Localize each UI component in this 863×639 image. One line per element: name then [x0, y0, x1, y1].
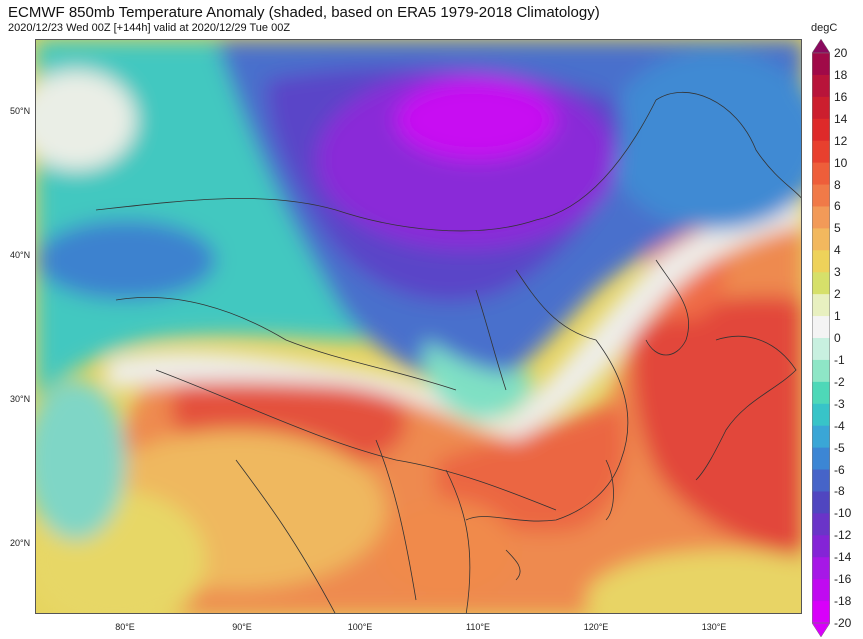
border-line [95, 99, 657, 232]
colorbar-tick-label: 1 [834, 309, 841, 324]
colorbar-tick-label: -3 [834, 396, 845, 411]
border-line [655, 91, 801, 199]
colorbar-step [812, 140, 830, 164]
colorbar-step [812, 557, 830, 580]
colorbar-step [812, 535, 830, 558]
map-subtitle: 2020/12/23 Wed 00Z [+144h] valid at 2020… [8, 22, 291, 34]
coastline [695, 336, 797, 481]
lon-label-110e: 110°E [466, 622, 490, 632]
neutral-band [106, 200, 801, 440]
colorbar-tick-label: -8 [834, 484, 845, 499]
colorbar-tick-label: 14 [834, 111, 848, 126]
colorbar-tick-label: 0 [834, 331, 841, 345]
colorbar-step [812, 272, 830, 295]
colorbar-tick-label: 4 [834, 243, 841, 258]
colorbar-tick-label: 20 [834, 46, 848, 60]
colorbar-outline [812, 52, 830, 624]
colorbar-step [812, 403, 830, 427]
colorbar-tick-label: 6 [834, 199, 841, 214]
colorbar-step [812, 601, 830, 624]
cold-region-magenta [396, 80, 556, 160]
colorbar-step [812, 469, 830, 492]
colorbar-step [812, 53, 830, 76]
colorbar-unit: degC [811, 22, 838, 34]
border-line [235, 459, 336, 613]
map-title: ECMWF 850mb Temperature Anomaly (shaded,… [8, 4, 600, 21]
colorbar-tick-label: 18 [834, 67, 848, 82]
colorbar-step [812, 447, 830, 471]
colorbar-extend-max [812, 39, 830, 54]
colorbar-step [812, 228, 830, 251]
colorbar-tick-label: -1 [834, 352, 845, 367]
colorbar-step [812, 425, 830, 449]
yellow-region-southeast [586, 550, 801, 613]
colorbar-tick-label: -2 [834, 374, 845, 389]
colorbar-step [812, 96, 830, 120]
colorbar-step [812, 118, 830, 142]
colorbar-tick-label: -5 [834, 440, 845, 455]
cool-region-southwest [36, 380, 126, 540]
colorbar-tick-label: 3 [834, 265, 841, 280]
colorbar-tick-label: 2 [834, 287, 841, 302]
temperature-anomaly-map [35, 39, 802, 614]
colorbar-step [812, 579, 830, 602]
colorbar-step [812, 359, 830, 383]
lon-label-90e: 90°E [232, 622, 252, 632]
colorbar-step [812, 206, 830, 229]
colorbar [812, 39, 830, 638]
lon-label-130e: 130°E [701, 622, 727, 632]
border-line [375, 439, 417, 601]
colorbar-step [812, 162, 830, 186]
colorbar-tick-label: -14 [834, 550, 852, 565]
colorbar-step [812, 338, 830, 361]
colorbar-step [812, 250, 830, 273]
border-line [445, 469, 471, 613]
colorbar-step [812, 491, 830, 514]
coastline [465, 339, 629, 522]
colorbar-tick-label: -6 [834, 462, 845, 477]
colorbar-step [812, 381, 830, 405]
warm-region-japan [632, 296, 801, 560]
colorbar-tick-label: -20 [834, 616, 852, 630]
cool-region-tongue [423, 340, 533, 420]
colorbar-tick-label: 12 [834, 133, 848, 148]
colorbar-tick-label: -10 [834, 506, 852, 521]
blue-region-tarim [36, 220, 216, 300]
lat-label-40n: 40°N [10, 250, 31, 260]
colorbar-tick-label: 16 [834, 89, 848, 104]
border-line [515, 269, 597, 341]
lat-label-50n: 50°N [10, 106, 31, 116]
border-line [475, 289, 507, 391]
neutral-region-west [36, 70, 136, 170]
colorbar-tick-label: -18 [834, 594, 852, 609]
colorbar-tick-label: -4 [834, 418, 845, 433]
colorbar-tick-label: -16 [834, 572, 852, 587]
colorbar-step [812, 294, 830, 317]
boundary-lines [95, 91, 801, 613]
lon-label-120e: 120°E [583, 622, 609, 632]
colorbar-step [812, 74, 830, 98]
colorbar-extend-min [812, 622, 830, 638]
warm-region-indochina [376, 500, 516, 600]
blue-region-northeast [606, 50, 801, 230]
colorbar-step [812, 316, 830, 339]
lon-label-100e: 100°E [347, 622, 373, 632]
border-line [115, 297, 457, 391]
colorbar-tick-label: 8 [834, 177, 841, 192]
lat-label-20n: 20°N [10, 538, 31, 548]
colorbar-step [812, 513, 830, 536]
coastline [505, 549, 521, 581]
colorbar-tick-label: -12 [834, 528, 852, 543]
colorbar-tick-label: 5 [834, 221, 841, 236]
anomaly-field [36, 40, 801, 613]
map-canvas [36, 40, 801, 613]
colorbar-step [812, 184, 830, 207]
coastline [605, 459, 614, 521]
coastline [645, 259, 690, 356]
colorbar-tick-label: 10 [834, 155, 848, 170]
lat-label-30n: 30°N [10, 394, 31, 404]
lon-label-80e: 80°E [115, 622, 135, 632]
warm-region-south-china [436, 400, 626, 533]
